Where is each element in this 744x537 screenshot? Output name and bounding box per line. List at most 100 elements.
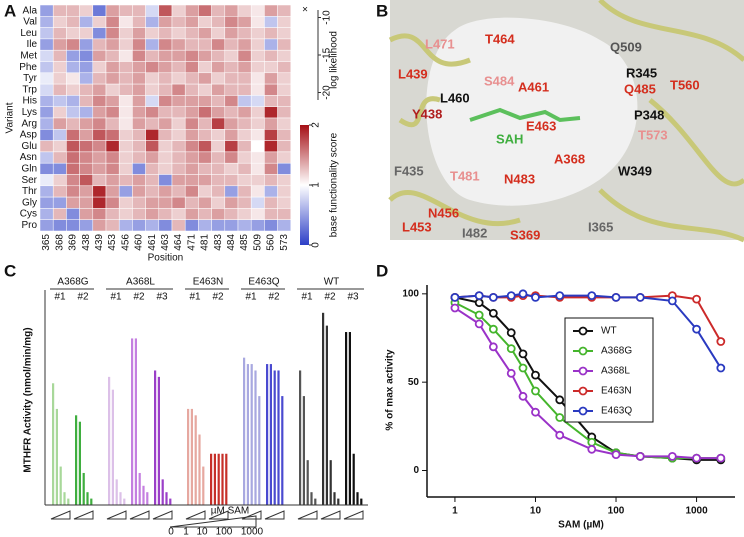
heat-cell	[145, 83, 160, 96]
data-point	[555, 430, 565, 440]
heat-cell	[92, 49, 107, 62]
heat-cell	[171, 174, 186, 187]
replicate-label: #1	[245, 292, 257, 303]
data-point	[474, 319, 484, 329]
y-tick-label: Ile	[26, 39, 37, 50]
heat-cell	[105, 27, 120, 40]
bar	[345, 332, 348, 505]
residue-label: A461	[518, 79, 549, 94]
heat-cell	[198, 27, 212, 40]
y-tick-label: Gln	[21, 163, 37, 174]
heat-cell	[198, 196, 212, 209]
likelihood-tick-label: -15	[322, 47, 333, 62]
y-tick-label: Asp	[20, 130, 38, 141]
heat-cell	[237, 61, 252, 74]
heat-cell	[66, 185, 80, 198]
bar	[52, 383, 55, 505]
x-tick-label: 1	[452, 506, 458, 517]
heat-cell	[92, 83, 107, 96]
data-point	[518, 289, 528, 299]
group-label: E463Q	[248, 277, 279, 288]
heat-cell	[92, 129, 107, 141]
bar	[187, 408, 190, 505]
heat-cell	[224, 185, 239, 198]
heat-cell	[237, 151, 252, 164]
heat-cell	[39, 61, 54, 74]
data-point	[506, 328, 516, 338]
heat-cell	[39, 38, 54, 51]
bar	[67, 498, 70, 505]
bar	[221, 453, 224, 505]
heat-cell	[277, 117, 292, 130]
heat-cell	[158, 174, 173, 187]
heat-cell	[237, 72, 252, 85]
bar	[123, 498, 126, 505]
structure-panel: L471 T464 A461 Q509 L439 S484 R345 T560 …	[388, 0, 744, 242]
heat-cell	[250, 83, 265, 96]
data-point	[587, 291, 597, 301]
heat-cell	[277, 196, 292, 209]
heat-cell	[171, 208, 186, 220]
bar	[90, 498, 93, 505]
heat-cell	[224, 219, 239, 232]
heat-cell	[158, 140, 173, 153]
data-point	[531, 386, 540, 396]
heat-cell	[277, 72, 292, 85]
heat-cell	[39, 196, 54, 209]
heat-cell	[224, 162, 239, 175]
heat-cell	[171, 83, 186, 96]
heat-cell	[52, 106, 67, 119]
heat-cell	[211, 16, 226, 28]
heat-cell	[184, 196, 199, 209]
heat-cell	[224, 16, 239, 28]
heat-cell	[224, 95, 239, 107]
legend-label: WT	[601, 326, 617, 337]
bar	[75, 415, 78, 505]
heat-cell	[184, 16, 199, 28]
heat-cell	[105, 72, 120, 85]
heat-cell	[145, 162, 160, 175]
colorbar-label: base functionality score	[329, 132, 340, 237]
replicate-label: #1	[189, 292, 201, 303]
sam-legend-label: µM SAM	[211, 506, 250, 517]
data-point	[518, 391, 528, 401]
y-tick-label: Gly	[22, 197, 37, 208]
heat-cell	[132, 72, 146, 85]
likelihood-marker: ×	[302, 5, 308, 16]
heat-cell	[118, 151, 133, 164]
data-point	[474, 298, 484, 308]
heat-cell	[158, 38, 173, 51]
heat-cell	[39, 185, 54, 198]
heat-cell	[198, 129, 212, 141]
concentration-wedge	[185, 510, 206, 520]
residue-label: I482	[462, 225, 487, 240]
heat-cell	[79, 106, 94, 119]
heat-cell	[224, 174, 239, 187]
heat-cell	[198, 208, 212, 220]
heat-cell	[39, 27, 54, 40]
likelihood-tick-label: -20	[322, 85, 333, 100]
heat-cell	[105, 219, 120, 232]
heat-cell	[132, 27, 146, 40]
bar	[134, 338, 137, 505]
heat-cell	[66, 162, 80, 175]
heat-cell	[118, 4, 133, 17]
heat-cell	[184, 61, 199, 74]
heat-cell	[250, 106, 265, 119]
residue-label: W349	[618, 163, 652, 178]
sam-tick-label: 100	[216, 527, 233, 537]
y-tick-label: Val	[23, 17, 37, 28]
heat-cell	[92, 196, 107, 209]
heat-cell	[52, 196, 67, 209]
heat-cell	[264, 83, 278, 96]
concentration-wedge	[50, 510, 71, 520]
heat-cell	[52, 162, 67, 175]
heat-cell	[145, 196, 160, 209]
residue-label: A368	[554, 151, 585, 166]
heat-cell	[171, 72, 186, 85]
heat-cell	[224, 129, 239, 141]
heat-cell	[118, 83, 133, 96]
heat-cell	[52, 83, 67, 96]
heat-cell	[66, 219, 80, 232]
